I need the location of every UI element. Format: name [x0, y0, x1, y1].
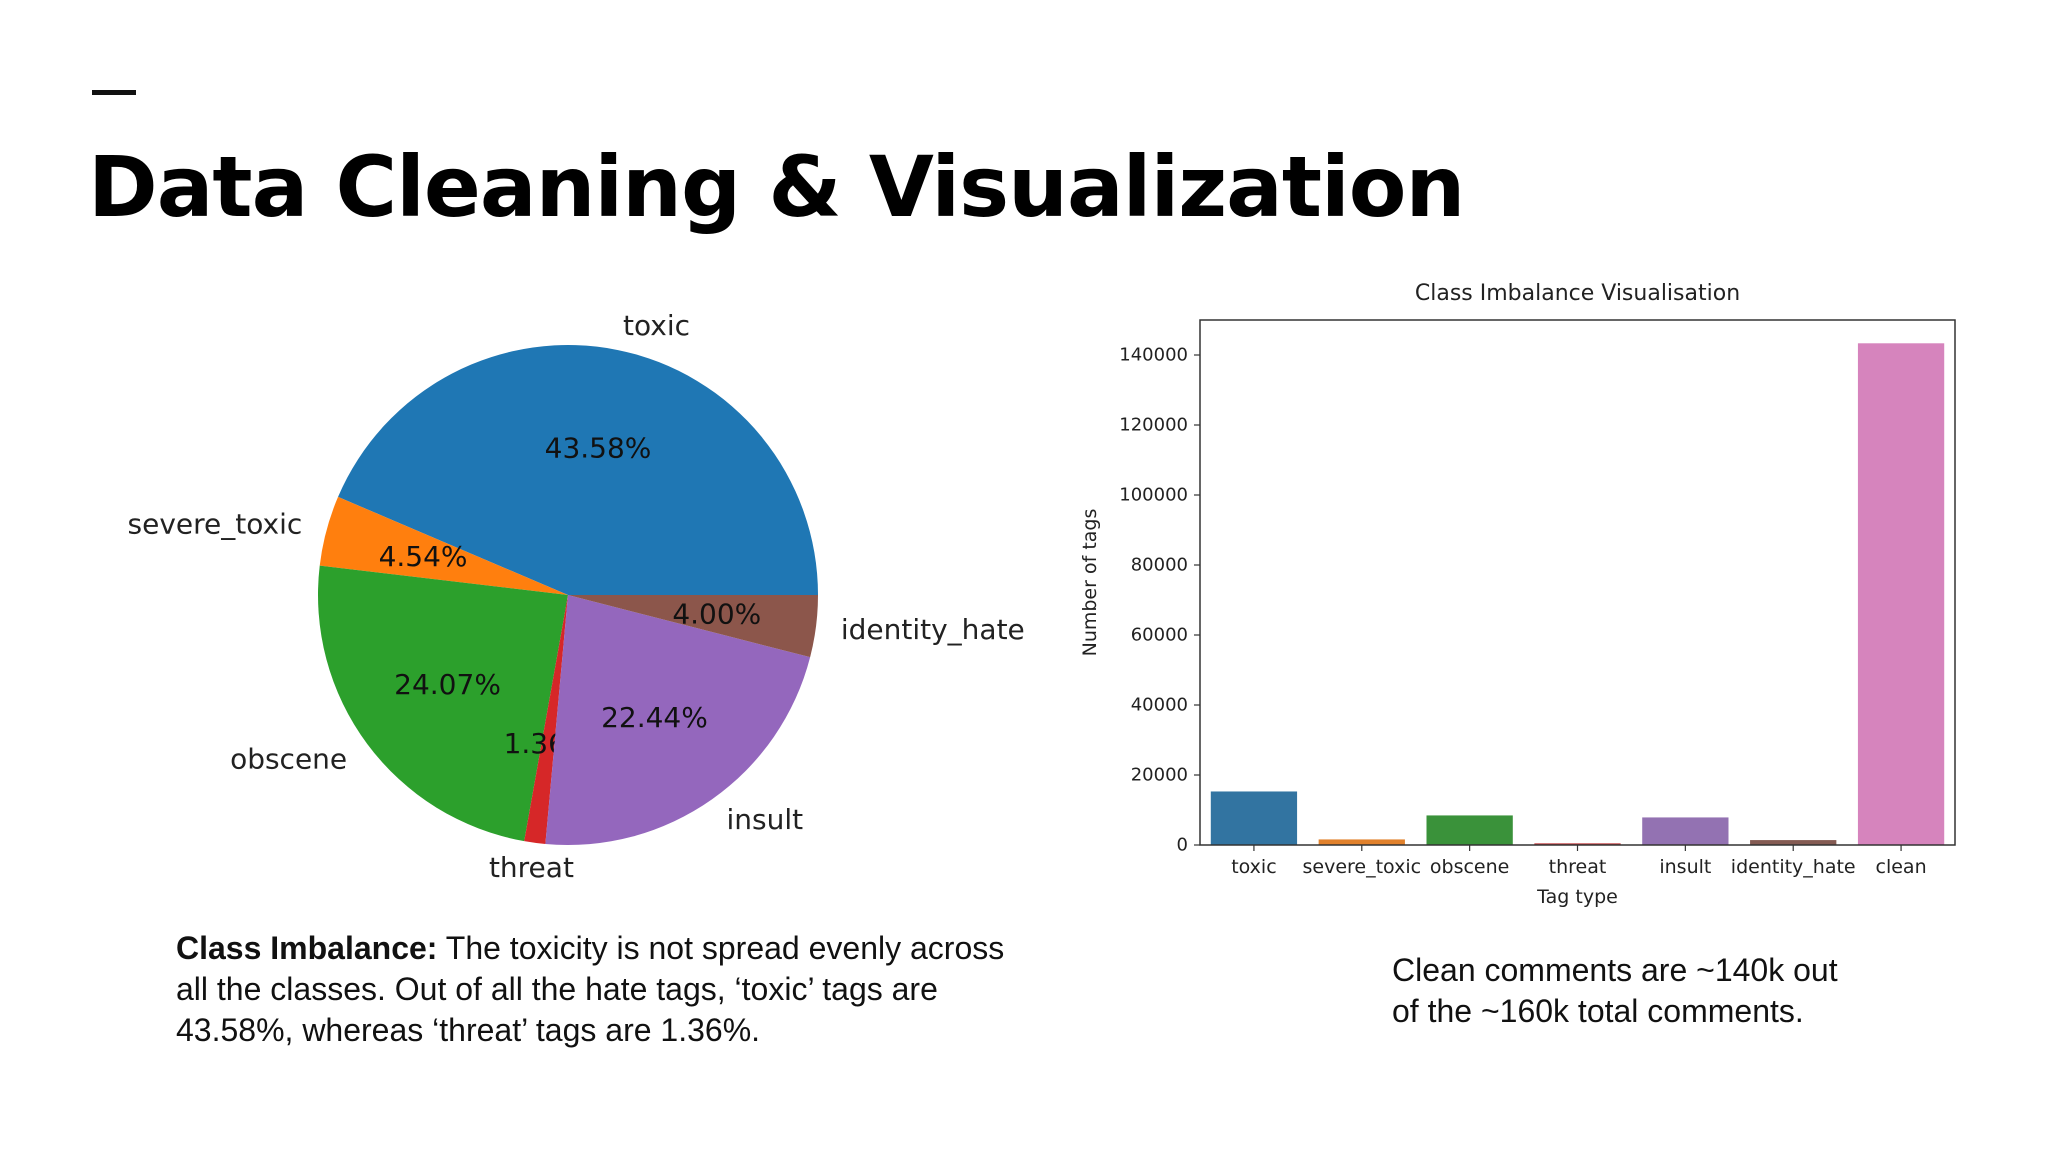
- pie-slice-threat: [524, 595, 568, 844]
- x-tick-label-obscene: obscene: [1430, 856, 1509, 878]
- x-tick-label-clean: clean: [1876, 856, 1927, 878]
- caption-right-line-2: of the ~160k total comments.: [1392, 993, 1804, 1029]
- caption-left-line-3: 43.58%, whereas ‘threat’ tags are 1.36%.: [176, 1012, 761, 1048]
- pie-slice-identity-hate: [568, 595, 818, 658]
- pie-category-label-toxic: toxic: [623, 309, 690, 342]
- caption-left-line-2: all the classes. Out of all the hate tag…: [176, 971, 938, 1007]
- pie-slice-toxic: [338, 345, 818, 595]
- y-tick-label: 0: [1177, 835, 1188, 856]
- pie-category-label-identity-hate: identity_hate: [841, 613, 1025, 646]
- pie-category-label-insult: insult: [727, 803, 804, 836]
- pie-pct-label-obscene: 24.07%: [394, 668, 501, 701]
- bar-chart-frame: [1199, 319, 1956, 846]
- class-imbalance-caption: Class Imbalance: The toxicity is not spr…: [176, 928, 1076, 1051]
- pie-pct-label-insult: 22.44%: [601, 701, 708, 734]
- pie-pct-label-identity-hate: 4.00%: [672, 597, 761, 630]
- bar-chart-title: Class Imbalance Visualisation: [1415, 281, 1740, 306]
- pie-slice-severe-toxic: [319, 496, 568, 595]
- y-tick-label: 20000: [1131, 765, 1188, 786]
- clean-comments-caption: Clean comments are ~140k out of the ~160…: [1392, 950, 1912, 1032]
- bar-obscene: [1426, 815, 1513, 845]
- caption-left-line-1: The toxicity is not spread evenly across: [437, 930, 1005, 966]
- pie-category-label-obscene: obscene: [230, 742, 347, 775]
- pie-pct-label-toxic: 43.58%: [545, 432, 652, 465]
- x-axis-label: Tag type: [1536, 886, 1618, 908]
- pie-pct-label-severe-toxic: 4.54%: [379, 540, 468, 573]
- y-tick-label: 80000: [1131, 555, 1188, 576]
- caption-bold-lead: Class Imbalance:: [176, 930, 438, 966]
- x-tick-label-identity-hate: identity_hate: [1731, 856, 1856, 878]
- bar-threat: [1534, 843, 1621, 845]
- x-tick-label-toxic: toxic: [1231, 856, 1276, 878]
- pie-slice-insult: [545, 595, 811, 845]
- x-tick-label-threat: threat: [1549, 856, 1607, 878]
- pie-chart: 43.58% toxic 4.54% severe_toxic 24.07% obscen…: [128, 309, 1025, 884]
- bar-severe-toxic: [1318, 839, 1405, 845]
- y-axis-label: Number of tags: [1079, 509, 1101, 657]
- bar-insult: [1642, 817, 1729, 845]
- slide-title: Data Cleaning & Visualization: [88, 138, 1465, 236]
- title-accent-dash: [92, 90, 136, 95]
- bar-identity-hate: [1750, 840, 1837, 845]
- pie-category-label-severe-toxic: severe_toxic: [128, 508, 303, 541]
- bar-toxic: [1210, 791, 1298, 845]
- caption-right-line-1: Clean comments are ~140k out: [1392, 952, 1838, 988]
- y-tick-label: 140000: [1119, 345, 1188, 366]
- pie-category-label-threat: threat: [489, 851, 574, 884]
- x-tick-label-insult: insult: [1659, 856, 1711, 878]
- pie-slice-obscene: [317, 565, 568, 842]
- x-tick-label-severe-toxic: severe_toxic: [1302, 856, 1421, 878]
- bar-clean: [1857, 343, 1945, 845]
- y-tick-label: 60000: [1131, 625, 1188, 646]
- y-tick-label: 100000: [1119, 485, 1188, 506]
- y-tick-label: 120000: [1119, 415, 1188, 436]
- bar-chart: Class Imbalance Visualisation toxic severe…: [1079, 281, 1956, 908]
- y-tick-label: 40000: [1131, 695, 1188, 716]
